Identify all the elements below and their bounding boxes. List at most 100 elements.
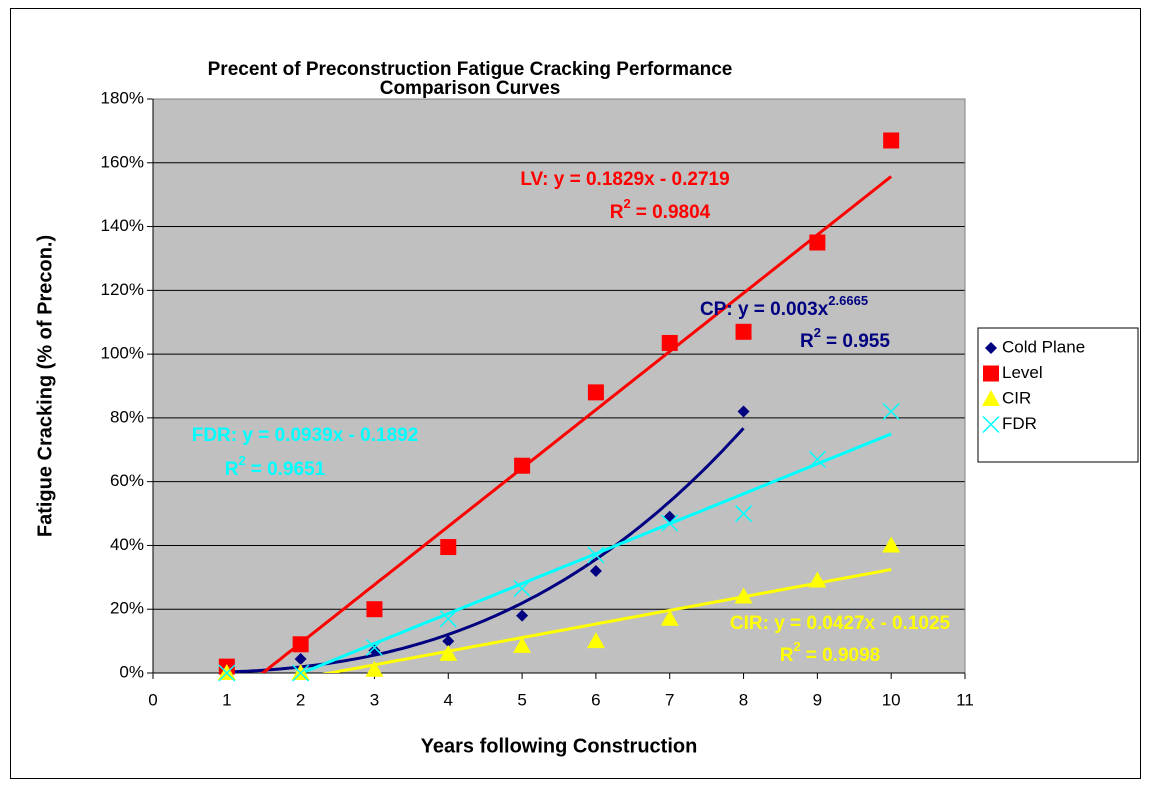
equation-text: FDR: y = 0.0939x - 0.1892 — [192, 425, 419, 446]
legend-marker — [985, 342, 997, 354]
marker — [513, 636, 532, 653]
marker — [982, 390, 1000, 406]
legend-marker — [982, 390, 1000, 406]
x-tick-label: 3 — [370, 690, 379, 709]
trendline-r-squared: R2 = 0.955 — [800, 325, 890, 352]
r-squared-exponent: 2 — [814, 325, 821, 340]
r-squared-label: R — [780, 645, 794, 666]
marker-stroke — [365, 638, 383, 657]
marker — [737, 405, 750, 418]
marker — [882, 402, 900, 421]
y-tick-label: 180% — [101, 88, 144, 107]
marker — [439, 644, 458, 661]
marker-stroke — [882, 402, 900, 421]
y-tick-label: 40% — [110, 535, 144, 554]
marker — [882, 536, 901, 553]
legend-label: CIR — [1002, 388, 1031, 407]
r-squared-label: R — [225, 459, 239, 480]
marker — [808, 450, 826, 468]
marker — [366, 601, 383, 618]
marker — [735, 323, 752, 340]
r-squared-value: = 0.9804 — [636, 202, 711, 223]
marker-stroke — [735, 505, 753, 523]
trendline — [297, 432, 892, 673]
legend-box — [977, 327, 1139, 463]
y-tick-label: 20% — [110, 599, 144, 618]
x-tick-label: 1 — [222, 690, 231, 709]
marker — [735, 505, 753, 523]
x-tick-label: 7 — [665, 690, 674, 709]
chart-title: Precent of Preconstruction Fatigue Crack… — [208, 59, 733, 80]
legend-label: Level — [1002, 363, 1043, 382]
marker — [985, 342, 997, 354]
marker — [809, 234, 826, 251]
trendline-equation: LV: y = 0.1829x - 0.2719 — [520, 169, 729, 190]
r-squared-exponent: 2 — [624, 196, 631, 211]
equation-text: CP: y = 0.003x — [700, 299, 829, 320]
x-tick-label: 0 — [148, 690, 157, 709]
x-tick-label: 6 — [591, 690, 600, 709]
legend-marker — [982, 415, 1000, 434]
trendline-equation: FDR: y = 0.0939x - 0.1892 — [192, 425, 419, 446]
marker — [587, 546, 605, 564]
marker — [586, 632, 605, 649]
x-tick-label: 11 — [956, 690, 974, 709]
equation-exponent: 2.6665 — [828, 293, 868, 308]
y-tick-label: 80% — [110, 407, 144, 426]
marker — [292, 664, 310, 682]
legend-label: Cold Plane — [1002, 337, 1085, 356]
marker-stroke — [439, 610, 457, 628]
marker-stroke — [218, 664, 236, 682]
r-squared-value: = 0.9098 — [806, 645, 881, 666]
marker — [365, 638, 383, 657]
chart-title: Comparison Curves — [380, 78, 561, 99]
marker — [982, 415, 1000, 434]
equation-text: CIR: y = 0.0427x - 0.1025 — [730, 613, 951, 634]
marker-stroke — [587, 546, 605, 564]
trendline — [226, 427, 745, 673]
marker — [883, 132, 900, 149]
trendline-r-squared: R2 = 0.9098 — [780, 639, 880, 666]
marker — [292, 636, 309, 653]
trendline-equation: CIR: y = 0.0427x - 0.1025 — [730, 613, 951, 634]
y-tick-label: 120% — [101, 280, 144, 299]
marker — [661, 334, 678, 351]
marker — [589, 564, 602, 577]
legend-label: FDR — [1002, 414, 1037, 433]
y-tick-label: 160% — [101, 152, 144, 171]
marker — [660, 609, 679, 626]
marker-stroke — [513, 579, 531, 598]
y-tick-label: 0% — [119, 662, 144, 681]
marker — [983, 365, 999, 382]
marker — [587, 384, 604, 401]
marker — [294, 652, 307, 665]
x-tick-label: 10 — [882, 690, 901, 709]
y-tick-label: 100% — [101, 344, 144, 363]
r-squared-label: R — [610, 202, 624, 223]
marker — [808, 571, 827, 588]
marker — [439, 610, 457, 628]
marker-stroke — [661, 514, 679, 532]
y-axis-label: Fatigue Cracking (% of Precon.) — [34, 235, 56, 537]
legend-marker — [983, 365, 999, 382]
x-tick-label: 8 — [739, 690, 748, 709]
x-tick-label: 2 — [296, 690, 305, 709]
r-squared-value: = 0.955 — [826, 331, 890, 352]
trendline-r-squared: R2 = 0.9651 — [225, 453, 326, 480]
y-tick-label: 60% — [110, 471, 144, 490]
marker — [440, 539, 457, 556]
trendline-r-squared: R2 = 0.9804 — [610, 196, 711, 223]
marker — [514, 457, 531, 474]
marker — [442, 635, 455, 648]
marker-stroke — [808, 450, 826, 468]
r-squared-value: = 0.9651 — [251, 459, 326, 480]
x-tick-label: 5 — [517, 690, 526, 709]
marker-stroke — [982, 415, 1000, 434]
x-axis-label: Years following Construction — [421, 735, 698, 757]
trendline — [321, 568, 892, 673]
r-squared-label: R — [800, 331, 814, 352]
marker — [368, 644, 381, 657]
trendlines — [226, 175, 893, 673]
marker — [365, 660, 384, 677]
